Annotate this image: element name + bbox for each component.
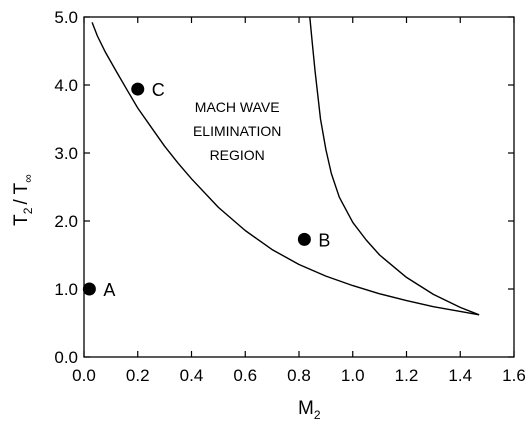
y-tick-label: 1.0 [54,280,78,299]
axis-ticks: 0.0 0.2 0.4 0.6 0.8 1.0 1.2 1.4 1.6 0.0 1.0 2.0 3.0 4… [54,8,525,385]
upper-boundary-curve [309,16,480,316]
point-b [297,232,311,246]
x-tick-label: 0.2 [126,366,150,385]
point-label-c: C [152,80,165,100]
point-label-b: B [318,230,330,250]
y-tick-label: 5.0 [54,8,78,27]
y-axis-label-rest: / T [11,182,32,204]
y-tick-label: 3.0 [54,144,78,163]
point-a [82,282,96,296]
annotation-line-3: REGION [210,147,265,163]
x-tick-label: 0.0 [72,366,96,385]
x-tick-label: 1.2 [395,366,419,385]
y-axis-label-main: T [11,214,32,226]
y-tick-label: 0.0 [54,348,78,367]
x-axis-label-main: M [298,398,314,419]
plot-area [83,16,515,358]
annotation-line-1: MACH WAVE [195,99,280,115]
x-tick-label: 0.4 [180,366,204,385]
lower-boundary-curve [91,22,480,316]
y-axis-label: T2 / T∞ [11,174,35,226]
x-tick-label: 1.0 [341,366,365,385]
x-axis-label: M2 [298,398,321,422]
point-label-a: A [103,280,115,300]
y-tick-label: 4.0 [54,76,78,95]
curves [91,16,480,316]
x-tick-label: 1.4 [448,366,472,385]
x-axis-label-subscript: 2 [314,408,321,422]
y-tick-label: 2.0 [54,212,78,231]
y-axis-label-subscript-2: ∞ [21,174,35,183]
y-axis-label-subscript: 2 [21,207,35,214]
data-points: A B C [82,80,330,300]
plot-frame [83,16,515,358]
x-tick-label: 1.6 [502,366,526,385]
x-tick-label: 0.8 [287,366,311,385]
point-c [131,82,145,96]
x-tick-label: 0.6 [233,366,257,385]
annotation-line-2: ELIMINATION [193,123,281,139]
